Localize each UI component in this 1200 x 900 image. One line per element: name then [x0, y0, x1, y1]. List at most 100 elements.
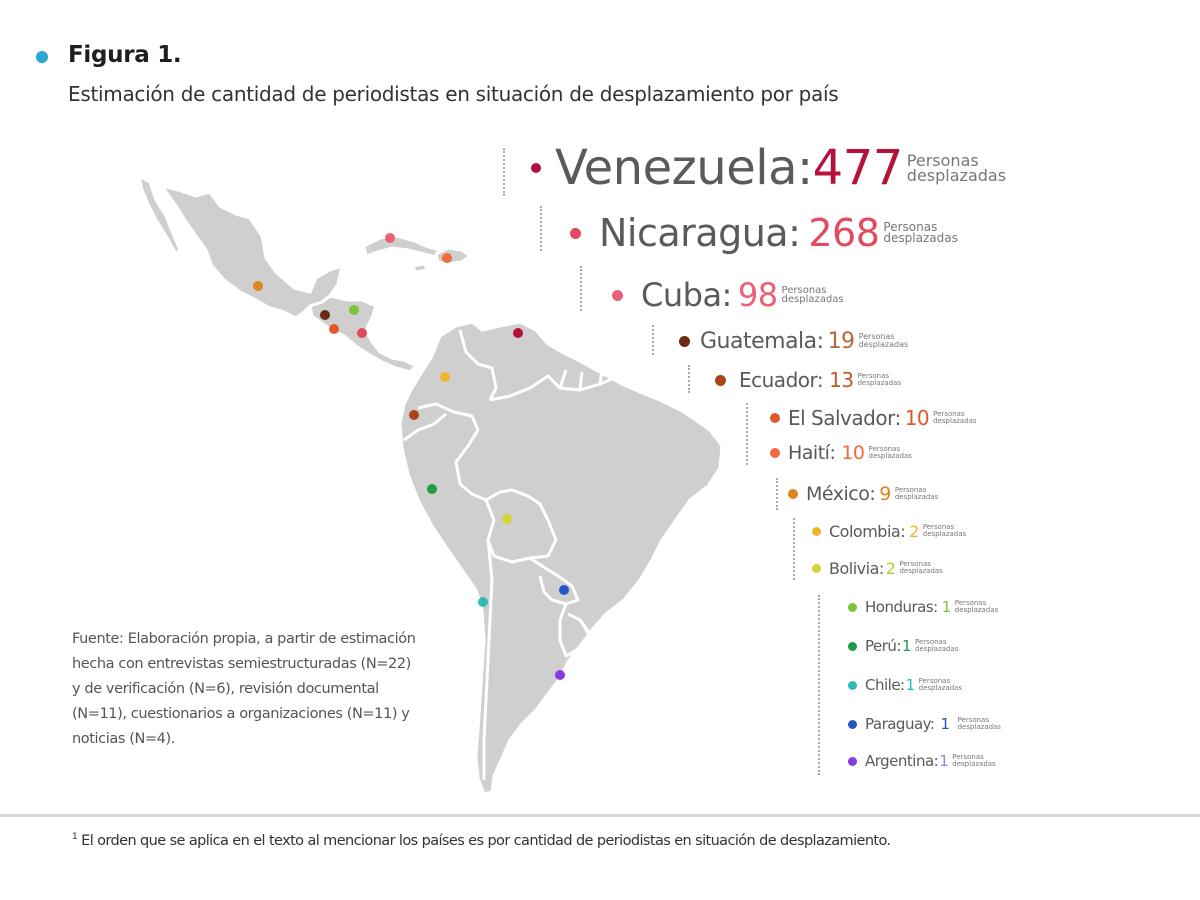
unit-label: Personas desplazadas — [868, 445, 912, 460]
country-value: 1 — [905, 676, 916, 694]
marker-guatemala — [320, 310, 330, 320]
legend-entry-paraguay: Paraguay: 1 Personas desplazadas — [848, 713, 1001, 735]
country-name: Venezuela: — [555, 140, 813, 196]
unit-label: Personas desplazadas — [906, 150, 1007, 185]
unit-label: Personas desplazadas — [894, 486, 939, 501]
country-name: Guatemala: — [700, 328, 824, 354]
country-value: 2 — [885, 558, 896, 578]
legend-entry-mexico: México: 9 Personas desplazadas — [788, 481, 938, 507]
country-value: 98 — [737, 276, 778, 314]
unit-label: Personas desplazadas — [883, 219, 958, 245]
footnote: 1 El orden que se aplica en el texto al … — [72, 832, 891, 849]
marker-bolivia — [502, 514, 512, 524]
legend-entry-haiti: Haití: 10 Personas desplazadas — [770, 439, 912, 467]
country-name: Chile: — [865, 676, 905, 694]
border-paraguay — [529, 556, 580, 606]
country-name: Bolivia: — [829, 558, 884, 578]
connector-small-countries — [818, 595, 820, 775]
legend-entry-venezuela: Venezuela: 477 Personas desplazadas — [531, 140, 1006, 196]
footnote-marker: 1 — [72, 832, 78, 842]
marker-honduras — [349, 305, 359, 315]
border-guianas — [558, 369, 604, 391]
legend-entry-peru: Perú: 1 Personas desplazadas — [848, 635, 958, 657]
legend-entry-ecuador: Ecuador: 13 Personas desplazadas — [715, 366, 901, 394]
figure-label: Figura 1. — [68, 42, 182, 68]
marker-argentina — [555, 670, 565, 680]
marker-colombia — [440, 372, 450, 382]
border-ecuador-peru — [403, 412, 447, 442]
marker-haiti — [442, 253, 452, 263]
figure-subtitle: Estimación de cantidad de periodistas en… — [68, 82, 839, 106]
country-name: Perú: — [865, 637, 901, 655]
guatemala-dot-icon — [679, 335, 690, 347]
unit-label: Personas desplazadas — [915, 638, 959, 653]
connector-ecuador — [688, 365, 690, 393]
connector-nicaragua — [540, 206, 542, 251]
country-name: Haití: — [788, 442, 836, 464]
footnote-text: El orden que se aplica en el texto al me… — [81, 832, 891, 849]
peru-dot-icon — [848, 641, 857, 651]
unit-label: Personas desplazadas — [952, 753, 996, 768]
country-name: Honduras: — [865, 598, 938, 616]
colombia-dot-icon — [812, 526, 821, 536]
figure-bullet-icon — [36, 51, 48, 63]
marker-el-salvador — [329, 324, 339, 334]
country-name: Paraguay: — [865, 715, 935, 733]
marker-nicaragua — [357, 328, 367, 338]
border-colombia-venezuela — [458, 329, 498, 401]
country-value: 1 — [941, 598, 952, 616]
country-name: Nicaragua: — [599, 211, 801, 255]
country-value: 1 — [940, 715, 950, 733]
legend-entry-cuba: Cuba: 98 Personas desplazadas — [612, 274, 844, 316]
cuba-dot-icon — [612, 289, 623, 301]
connector-colombia-bolivia — [793, 518, 795, 580]
country-name: Cuba: — [641, 276, 732, 314]
south-america-shape — [398, 320, 724, 796]
unit-label: Personas desplazadas — [918, 677, 963, 692]
connector-guatemala — [652, 325, 654, 355]
unit-label: Personas desplazadas — [954, 599, 999, 614]
unit-label: Personas desplazadas — [922, 523, 967, 538]
legend-entry-bolivia: Bolivia: 2 Personas desplazadas — [812, 556, 943, 580]
marker-cuba — [385, 233, 395, 243]
connector-venezuela — [503, 148, 505, 196]
marker-peru — [427, 484, 437, 494]
country-value: 13 — [829, 368, 854, 392]
ecuador-dot-icon — [715, 374, 726, 386]
legend-entry-guatemala: Guatemala: 19 Personas desplazadas — [679, 326, 908, 356]
unit-label: Personas desplazadas — [957, 716, 1001, 731]
country-value: 1 — [901, 637, 912, 655]
border-colombia-ecuador-peru — [417, 402, 480, 431]
legend-entry-chile: Chile: 1 Personas desplazadas — [848, 674, 962, 696]
legend-entry-nicaragua: Nicaragua: 268 Personas desplazadas — [570, 210, 958, 256]
legend-entry-el-salvador: El Salvador: 10 Personas desplazadas — [770, 404, 977, 432]
marker-paraguay — [559, 585, 569, 595]
hispaniola-shape — [434, 246, 472, 266]
country-value: 1 — [939, 752, 949, 770]
unit-label: Personas desplazadas — [858, 332, 909, 349]
jamaica-shape — [410, 262, 430, 274]
unit-label: Personas desplazadas — [781, 284, 844, 305]
country-name: Argentina: — [865, 752, 939, 770]
legend-entry-honduras: Honduras: 1 Personas desplazadas — [848, 596, 998, 618]
country-name: El Salvador: — [788, 406, 901, 430]
country-value: 10 — [904, 406, 930, 430]
border-chile-argentina — [482, 539, 494, 780]
legend-entry-colombia: Colombia: 2 Personas desplazadas — [812, 519, 966, 543]
paraguay-dot-icon — [848, 719, 857, 729]
country-name: Ecuador: — [739, 368, 824, 392]
marker-chile — [478, 597, 488, 607]
source-note: Fuente: Elaboración propia, a partir de … — [72, 631, 416, 747]
honduras-dot-icon — [848, 602, 857, 612]
nicaragua-dot-icon — [570, 227, 581, 239]
footnote-divider — [0, 814, 1200, 817]
country-name: México: — [806, 483, 876, 505]
unit-label: Personas desplazadas — [857, 372, 901, 387]
country-value: 2 — [909, 521, 919, 541]
country-value: 477 — [812, 140, 904, 196]
unit-label: Personas desplazadas — [899, 560, 943, 575]
marker-venezuela — [513, 328, 523, 338]
country-value: 19 — [827, 328, 856, 354]
border-venezuela-brazil — [489, 374, 615, 402]
marker-mexico — [253, 281, 263, 291]
